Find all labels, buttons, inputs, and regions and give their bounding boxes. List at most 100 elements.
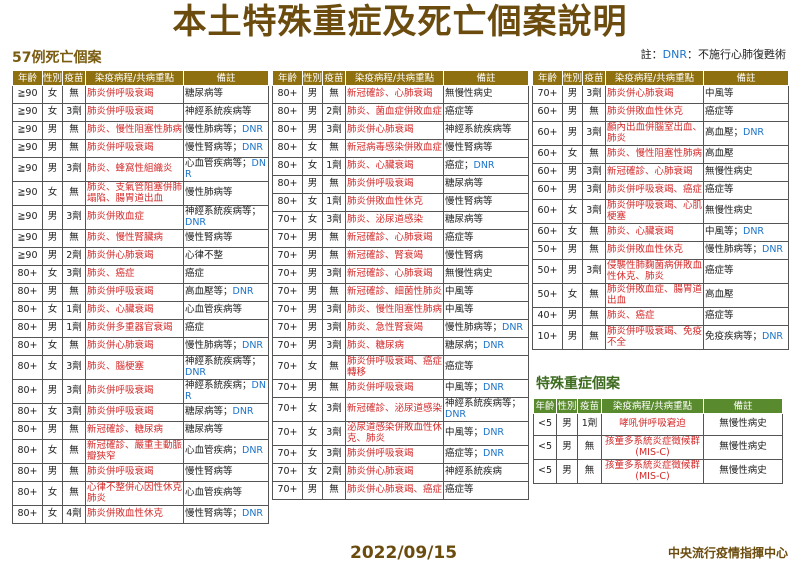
dnr-tag: DNR xyxy=(483,382,505,394)
remark-text: 神經系統疾病等； xyxy=(185,356,262,367)
cell-age: ≧90 xyxy=(12,205,43,230)
remark-text: 無慢性病史 xyxy=(445,88,493,100)
remark-text: 心血管疾病等 xyxy=(185,304,243,316)
cell-course: 肺炎、腦梗塞 xyxy=(85,355,184,380)
header-vaccine: 疫苗 xyxy=(322,70,346,86)
remark-text: 慢性腎病等 xyxy=(185,466,233,478)
cell-remark: 慢性腎病等 xyxy=(443,139,529,158)
remark-text: 糖尿病； xyxy=(445,340,484,352)
cell-sex: 女 xyxy=(42,181,63,206)
remark-text: 癌症等 xyxy=(445,484,474,496)
cell-age: 60+ xyxy=(532,145,563,164)
header-age: 年齡 xyxy=(272,70,303,86)
cell-remark: 中風等 xyxy=(703,85,789,104)
cell-remark: 無慢性病史 xyxy=(443,85,529,104)
cell-age: 80+ xyxy=(12,403,43,422)
cell-course: 新冠確診、腎衰竭 xyxy=(345,247,444,266)
dnr-note: 註：DNR：不施行心肺復甦術 xyxy=(641,48,786,61)
cell-age: <5 xyxy=(533,435,557,460)
cell-course: 新冠確診、心肺衰竭 xyxy=(345,265,444,284)
cell-age: ≧90 xyxy=(12,121,43,140)
cell-remark: 慢性腎病等 xyxy=(183,463,269,482)
header-row: 年齡 性別 疫苗 染疫病程/共病重點 備註 xyxy=(12,70,269,86)
cell-age: 80+ xyxy=(12,265,43,284)
remark-text: 無慢性病史 xyxy=(719,418,767,430)
cell-vaccine: 無 xyxy=(62,283,86,302)
cell-course: 肺炎、癌症 xyxy=(605,307,704,326)
cell-remark: 高血壓等；DNR xyxy=(183,283,269,302)
cell-sex: 男 xyxy=(562,307,583,326)
dnr-tag: DNR xyxy=(242,445,264,457)
table-row: 70+ 男 3劑 肺炎、慢性阻塞性肺病 中風等 xyxy=(272,301,529,320)
cell-course: 肺炎、慢性阻塞性肺病 xyxy=(345,301,444,320)
cell-age: ≧90 xyxy=(12,181,43,206)
cell-remark: 神經系統疾病等；DNR xyxy=(183,355,269,380)
remark-text: 中風等 xyxy=(705,88,734,100)
remark-text: 無慢性病史 xyxy=(719,441,767,453)
table-row: 50+ 女無肺炎併敗血症、腸胃道出血 高血壓 xyxy=(532,283,789,308)
cell-vaccine: 3劑 xyxy=(582,199,606,224)
cell-remark: 癌症等 xyxy=(443,103,529,122)
cell-course: 顱內出血併腦室出血、肺炎 xyxy=(605,121,704,146)
remark-text: 癌症等 xyxy=(445,361,474,373)
cell-remark: 中風等；DNR xyxy=(703,223,789,242)
cell-age: <5 xyxy=(533,459,557,484)
table-row: ≧90 女無肺炎併呼吸衰竭 糖尿病等 xyxy=(12,85,269,104)
cell-age: 80+ xyxy=(272,139,303,158)
cell-sex: 男 xyxy=(302,247,323,266)
dnr-tag: DNR xyxy=(483,427,505,439)
cell-sex: 女 xyxy=(302,157,323,176)
table-row: 70+ 男無新冠確診、心肺衰竭 癌症等 xyxy=(272,229,529,248)
remark-text: 免疫疾病等； xyxy=(705,331,763,343)
cell-vaccine: 無 xyxy=(62,421,86,440)
table-row: 70+ 女 3劑 肺炎併呼吸衰竭 癌症等；DNR xyxy=(272,445,529,464)
cell-age: 80+ xyxy=(272,85,303,104)
cell-remark: 心血管疾病等 xyxy=(183,301,269,320)
cell-sex: 女 xyxy=(302,421,323,446)
header-vaccine: 疫苗 xyxy=(582,70,606,86)
cell-vaccine: 3劑 xyxy=(582,85,606,104)
dnr-tag: DNR xyxy=(762,331,784,343)
cell-remark: 中風等；DNR xyxy=(443,421,529,446)
cell-remark: 慢性腎病等 xyxy=(183,229,269,248)
header-remark: 備註 xyxy=(443,70,529,86)
cell-vaccine: 無 xyxy=(62,139,86,158)
cell-vaccine: 無 xyxy=(62,229,86,248)
cell-sex: 男 xyxy=(302,301,323,320)
table-row: ≧90 男無肺炎併呼吸衰竭 慢性腎病等；DNR xyxy=(12,139,269,158)
cell-sex: 女 xyxy=(562,145,583,164)
cell-sex: 男 xyxy=(562,325,583,350)
cell-course: 新冠確診、心肺衰竭 xyxy=(605,163,704,182)
cell-remark: 無慢性病史 xyxy=(443,265,529,284)
cell-age: 70+ xyxy=(272,481,303,500)
remark-text: 中風等 xyxy=(445,304,474,316)
cell-course: 肺炎併呼吸衰竭、癌症 xyxy=(605,181,704,200)
header-row: 年齡 性別 疫苗 染疫病程/共病重點 備註 xyxy=(272,70,529,86)
remark-text: 無慢性病史 xyxy=(705,166,753,178)
cell-sex: 女 xyxy=(42,337,63,356)
cell-remark: 慢性肺病等；DNR xyxy=(443,319,529,338)
cell-sex: 男 xyxy=(302,103,323,122)
dnr-tag: DNR xyxy=(185,366,207,378)
cell-remark: 慢性肺病等；DNR xyxy=(183,337,269,356)
cell-sex: 男 xyxy=(42,229,63,248)
cell-course: 肺炎併敗血症 xyxy=(85,205,184,230)
cell-sex: 男 xyxy=(556,413,578,436)
cell-vaccine: 3劑 xyxy=(322,445,346,464)
table-row: 50+ 男 3劑 侵襲性肺麴菌病併敗血性休克、肺炎 癌症等 xyxy=(532,259,789,284)
cell-remark: 心血管疾病；DNR xyxy=(183,439,269,464)
header-remark: 備註 xyxy=(183,70,269,86)
cell-remark: 無慢性病史 xyxy=(703,413,783,436)
cell-vaccine: 3劑 xyxy=(62,205,86,230)
remark-text: 慢性腎病等； xyxy=(185,508,243,520)
dnr-tag: DNR xyxy=(232,406,254,418)
cell-age: 80+ xyxy=(12,379,43,404)
cell-age: 80+ xyxy=(12,505,43,524)
dnr-tag: DNR xyxy=(445,408,467,420)
cell-age: 60+ xyxy=(532,199,563,224)
cell-remark: 神經系統疾病 xyxy=(443,463,529,482)
cell-vaccine: 1劑 xyxy=(577,413,602,436)
cell-age: 50+ xyxy=(532,259,563,284)
table-row: ≧90 男無肺炎、慢性腎臟病 慢性腎病等 xyxy=(12,229,269,248)
cell-sex: 男 xyxy=(42,205,63,230)
